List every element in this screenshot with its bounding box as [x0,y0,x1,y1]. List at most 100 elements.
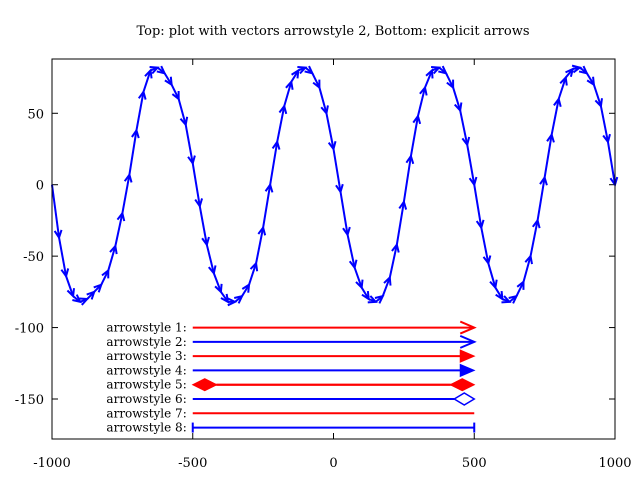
vector-arrow [480,227,492,266]
vector-arrow [177,98,189,127]
vector-arrow [402,153,415,203]
vector-arrow [191,163,204,209]
vector-arrow [452,87,463,113]
x-tick-label: -500 [178,456,207,471]
vector-arrow [93,283,103,293]
vector-arrow [571,64,583,74]
vector-arrow [255,225,267,264]
explicit-arrow: arrowstyle 7: [106,406,475,420]
vector-series [51,64,619,307]
vector-arrow [346,234,358,270]
arrowstyle-label: arrowstyle 2: [106,335,186,349]
vector-arrow [269,139,281,185]
vector-arrow [424,68,434,88]
vector-arrow [121,172,133,214]
explicit-arrow: arrowstyle 8: [106,421,476,435]
x-tick-label: 1000 [598,456,631,471]
vector-arrow [360,287,370,301]
y-tick-label: -150 [15,393,44,408]
vector-arrow [564,67,575,79]
vector-arrow [487,263,498,290]
vector-arrow [72,294,82,304]
vector-arrow [107,243,118,271]
vector-arrow [388,242,400,278]
vector-arrow [156,65,167,75]
vector-arrow [585,72,596,87]
vector-arrow [304,65,315,75]
x-tick-label: -1000 [33,456,70,471]
vector-arrow [51,184,63,240]
arrowstyle-label: arrowstyle 3: [106,349,186,363]
explicit-arrow: arrowstyle 1: [106,321,477,335]
vector-arrow [529,218,541,257]
y-tick-label: 0 [36,179,44,194]
vector-arrow [163,72,173,87]
y-tick-label: 50 [27,107,44,122]
vector-arrow [58,237,70,279]
explicit-arrow: arrowstyle 4: [106,363,476,377]
vector-arrow [86,290,96,300]
vector-arrow [205,244,217,276]
vector-arrow [100,268,110,286]
vector-arrow [543,132,555,178]
vector-arrow [65,275,75,299]
vector-arrow [290,68,300,83]
explicit-arrow: arrowstyle 5: [106,378,476,392]
x-tick-label: 0 [329,456,337,471]
vector-arrow [374,294,385,304]
vector-arrow [332,148,344,195]
vector-arrow [508,294,519,304]
vector-arrow [170,84,180,102]
vector-arrow [262,182,274,228]
arrowstyle-label: arrowstyle 1: [106,321,186,335]
vector-arrow [79,297,90,306]
vector-arrow [227,297,238,307]
vector-arrow [233,294,244,304]
vector-arrow [184,124,196,166]
vector-arrow [198,205,210,247]
x-tick-label: 500 [462,456,487,471]
chart-title: Top: plot with vectors arrowstyle 2, Bot… [136,24,529,39]
vector-arrow [578,65,589,75]
vector-arrow [466,144,478,187]
vector-arrow [353,267,364,290]
y-tick-label: -100 [15,322,44,337]
vector-arrow [325,113,337,152]
vector-arrow [592,84,603,109]
vector-arrow [142,68,153,93]
vector-arrow [409,113,422,157]
vector-arrow [522,253,533,283]
vector-arrow [318,87,329,116]
vector-arrow [212,272,223,295]
vector-arrow [241,282,251,297]
vector-arrow [220,291,230,304]
vector-arrow [248,261,259,286]
arrowstyle-label: arrowstyle 7: [106,406,186,420]
vector-arrow [494,287,504,301]
explicit-arrows: arrowstyle 1:arrowstyle 2:arrowstyle 3:a… [106,321,477,435]
arrowstyle-label: arrowstyle 8: [106,421,186,435]
vector-arrow [135,89,147,131]
vector-arrow [473,184,485,230]
vector-arrow [128,128,140,175]
vector-arrow [114,211,126,247]
vector-arrow [445,72,455,90]
vector-arrow [459,110,471,147]
plot-border [51,58,616,440]
vector-arrow [381,275,392,297]
vector-arrow [606,141,619,187]
vector-arrow [599,105,611,145]
explicit-arrow: arrowstyle 2: [106,335,477,349]
arrowstyle-label: arrowstyle 4: [106,363,186,377]
explicit-arrow: arrowstyle 3: [106,349,476,363]
explicit-arrow: arrowstyle 6: [106,392,476,406]
vector-arrow [339,191,351,237]
arrowstyle-label: arrowstyle 6: [106,392,186,406]
vector-arrow [416,85,428,117]
vector-arrow [438,65,448,75]
vector-arrow [550,96,562,135]
vector-arrow [276,103,288,143]
vector-arrow [395,199,408,245]
